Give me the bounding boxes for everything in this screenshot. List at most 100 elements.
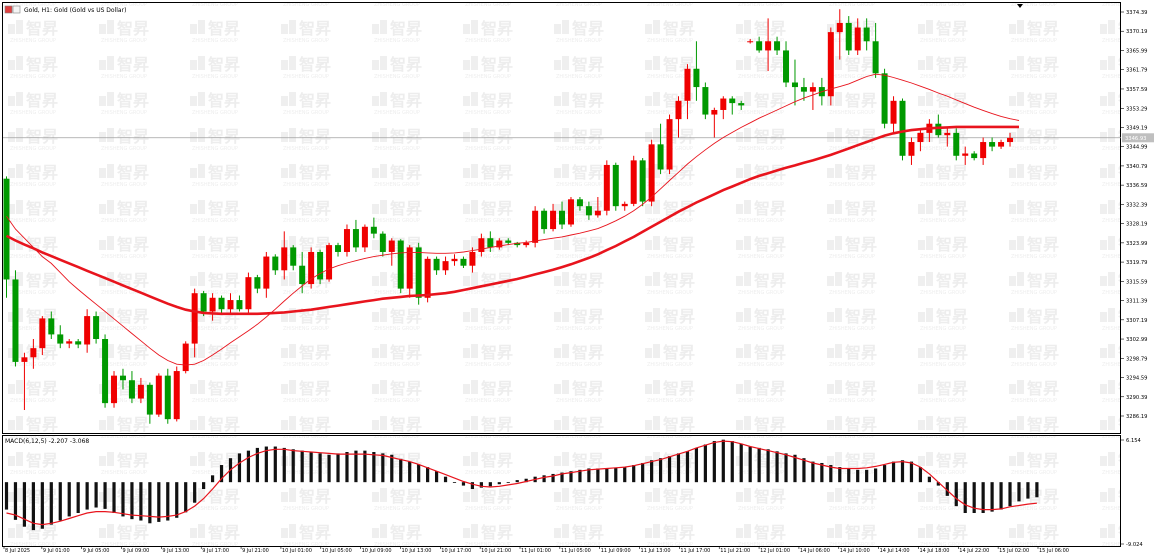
candle [1007, 132, 1014, 147]
time-tick-label: 10 Jul 05:00 [322, 548, 352, 554]
macd-bar [49, 482, 53, 525]
macd-bar [623, 467, 627, 483]
macd-pane: 6.154 -9.024 [4, 438, 1143, 548]
candle [684, 64, 691, 120]
candle-body [290, 247, 297, 266]
candle [621, 201, 628, 211]
macd-bar [1035, 482, 1039, 498]
macd-bar [184, 482, 188, 513]
candle-body [648, 144, 655, 202]
macd-bar [175, 482, 179, 518]
candle [550, 203, 557, 232]
macd-bar [76, 482, 80, 514]
candle [290, 245, 297, 271]
candle-body [711, 109, 718, 115]
macd-bar [130, 482, 134, 520]
candle-body [738, 103, 745, 106]
macd-bar [667, 456, 672, 483]
current-price-line: 3346.93 [3, 133, 1154, 143]
macd-bar [963, 482, 967, 514]
macd-bar [945, 482, 949, 496]
candle-body [567, 199, 574, 225]
macd-bar [426, 467, 430, 483]
candle [953, 128, 960, 161]
candle-body [66, 341, 73, 344]
macd-bar [542, 475, 546, 483]
candle [774, 36, 781, 56]
candle [245, 272, 252, 314]
candle [173, 366, 180, 422]
macd-bar [981, 482, 985, 514]
candle-body [200, 293, 207, 312]
macd-bar [999, 482, 1003, 510]
candle [308, 247, 315, 289]
time-axis[interactable]: 8 Jul 2025 9 Jul 01:00 9 Jul 05:00 9 Jul 09… [3, 546, 1069, 554]
symbol-icon[interactable] [4, 5, 13, 14]
time-tick-label: 11 Jul 01:00 [521, 548, 551, 554]
macd-bar [408, 461, 412, 483]
candle-body [361, 226, 368, 248]
candle-body [800, 87, 807, 92]
candle [603, 160, 610, 216]
macd-bar [497, 482, 501, 485]
candle [702, 82, 709, 120]
candle-body [576, 199, 583, 207]
price-axis[interactable]: 3374.39 3370.19 3365.99 3361.79 3357.59 3353.… [1121, 10, 1147, 420]
macd-bar [488, 482, 492, 487]
macd-bar [882, 465, 887, 483]
candle [917, 128, 924, 152]
candle [397, 239, 404, 294]
macd-bar [210, 475, 215, 483]
candle [84, 309, 91, 353]
candle [146, 382, 153, 424]
macd-bar [363, 450, 367, 483]
candle-body [218, 297, 225, 310]
candle-body [962, 153, 969, 156]
candle-body [881, 73, 888, 124]
macd-bar [641, 462, 645, 483]
candle-body [702, 87, 709, 115]
macd-bar [309, 452, 313, 483]
candle [881, 68, 888, 129]
candle [908, 137, 915, 165]
candle [532, 206, 539, 248]
candle-body [111, 375, 118, 404]
macd-bar [847, 468, 851, 483]
candle [442, 256, 449, 275]
macd-bar [219, 465, 224, 483]
candle-body [783, 50, 790, 83]
macd-bar [58, 482, 62, 521]
macd-bar [300, 450, 304, 483]
candle-body [675, 100, 682, 120]
candle-body [774, 41, 781, 51]
time-tick-label: 11 Jul 09:00 [601, 548, 631, 554]
candle [209, 293, 216, 321]
candle [765, 18, 772, 72]
price-tick-label: 3349.19 [1126, 125, 1147, 131]
macd-pane-border [2, 435, 1121, 547]
candle-body [343, 229, 350, 252]
macd-bar [515, 480, 519, 483]
macd-bar [954, 482, 958, 507]
candle-body [57, 334, 64, 344]
time-tick-label: 11 Jul 21:00 [720, 548, 750, 554]
candle-body [263, 256, 270, 289]
candle-body [917, 132, 924, 143]
candle [478, 233, 485, 257]
candle [827, 27, 834, 106]
macd-bar [927, 476, 931, 483]
candle-body [236, 300, 243, 310]
candle [800, 77, 807, 101]
macd-bar [1026, 482, 1030, 499]
candle [505, 238, 512, 246]
candle [594, 197, 601, 218]
candle-body [1007, 137, 1014, 143]
chart-type-icon[interactable] [12, 5, 21, 14]
candle-body [460, 258, 467, 266]
candle [657, 123, 664, 175]
watermark-sub [3, 436, 1120, 546]
shift-marker-icon[interactable] [1017, 4, 1023, 8]
time-tick-label: 9 Jul 17:00 [202, 548, 229, 554]
